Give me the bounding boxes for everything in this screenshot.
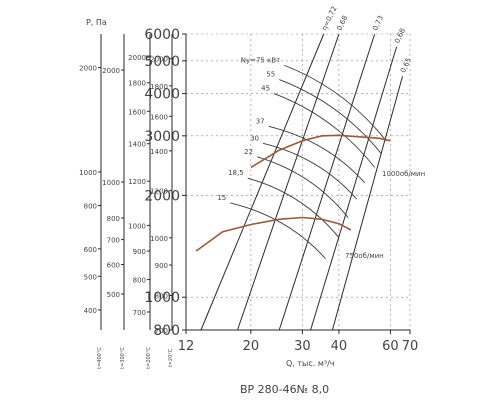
x-tick-label: 30 <box>294 339 311 354</box>
power-line <box>262 142 358 200</box>
x-tick-label: 40 <box>331 339 348 354</box>
temperature-scale-label: 500 <box>84 273 97 281</box>
speed-curve-label: 1000об/мин <box>382 170 425 178</box>
x-tick-label: 60 <box>382 339 399 354</box>
temperature-scale-label: 700 <box>155 327 168 335</box>
temperature-scale-label: 1800 <box>150 83 168 91</box>
x-tick-label: 70 <box>402 339 419 354</box>
temperature-scale-label: 2000 <box>102 67 120 75</box>
temperature-scale-label: 900 <box>133 248 146 256</box>
temperature-scale-label: 900 <box>155 262 168 270</box>
temperature-scale-label: 1000 <box>102 179 120 187</box>
y-tick-label: 6000 <box>144 27 180 43</box>
y-tick-label: 1000 <box>144 290 180 306</box>
temperature-scale-label: 500 <box>107 291 120 299</box>
power-label: 45 <box>261 85 270 93</box>
efficiency-label: 0,68 <box>335 14 349 32</box>
temperature-scale-name: t=400°C <box>97 347 103 369</box>
temperature-scale-label: 800 <box>133 277 146 285</box>
efficiency-line <box>331 76 404 331</box>
power-line <box>279 79 383 155</box>
temperature-scale-label: 1200 <box>150 188 168 196</box>
y-tick-label: 4000 <box>144 87 180 103</box>
temperature-scale-label: 800 <box>84 203 97 211</box>
temperature-scale-label: 1200 <box>128 178 146 186</box>
temperature-scale-label: 400 <box>84 307 97 315</box>
power-label: 37 <box>256 117 265 125</box>
efficiency-line <box>278 33 376 331</box>
temperature-scale-label: 1400 <box>128 141 146 149</box>
temperature-scale-label: 1000 <box>128 222 146 230</box>
temperature-scale-label: 1000 <box>79 169 97 177</box>
temperature-scale-label: 700 <box>133 309 146 317</box>
temperature-scale-name: t=20°C <box>168 348 174 367</box>
power-label: 55 <box>266 71 275 79</box>
power-line <box>268 125 366 184</box>
temperature-scale-label: 1800 <box>128 80 146 88</box>
temperature-scale-name: t=300°C <box>120 347 126 369</box>
efficiency-line <box>200 33 325 331</box>
efficiency-line <box>310 46 398 331</box>
temperature-scale-label: 600 <box>107 262 120 270</box>
temperature-scale-label: 1400 <box>150 148 168 156</box>
temperature-scale-label: 2000 <box>128 54 146 62</box>
temperature-scale-label: 700 <box>107 237 120 245</box>
power-label: 30 <box>250 134 259 142</box>
y-axis-label: P, Па <box>86 18 107 27</box>
temperature-scale-name: t=200°C <box>146 347 152 369</box>
speed-curve-label: 750об/мин <box>345 252 384 260</box>
temperature-scale-label: 1000 <box>150 235 168 243</box>
power-label: 22 <box>244 148 253 156</box>
x-tick-label: 12 <box>178 339 195 354</box>
power-label: 15 <box>217 194 226 202</box>
power-label: Nу=75 кВт <box>241 56 280 64</box>
efficiency-label: 0,65 <box>399 57 413 75</box>
y-tick-label: 5000 <box>144 54 180 70</box>
temperature-scale-label: 800 <box>155 292 168 300</box>
speed-curve <box>250 134 391 169</box>
efficiency-label: 0,68 <box>393 27 407 45</box>
y-tick-label: 2000 <box>144 188 180 204</box>
power-line <box>247 177 340 238</box>
temperature-scale-label: 2000 <box>150 56 168 64</box>
efficiency-label: 0,73 <box>371 14 385 32</box>
temperature-scale-label: 800 <box>107 215 120 223</box>
power-line <box>230 202 326 259</box>
temperature-scale-label: 1600 <box>150 113 168 121</box>
power-line <box>273 93 376 168</box>
temperature-scale-label: 600 <box>84 246 97 254</box>
power-label: 18,5 <box>228 169 244 177</box>
temperature-scale-label: 1600 <box>128 108 146 116</box>
chart-title: ВР 280-46№ 8,0 <box>240 383 329 396</box>
x-tick-label: 20 <box>243 339 260 354</box>
x-axis-label: Q, тыс. м³/ч <box>286 359 335 368</box>
power-line <box>284 64 387 142</box>
y-tick-label: 3000 <box>144 129 180 145</box>
temperature-scale-label: 2000 <box>79 65 97 73</box>
power-line <box>256 156 349 218</box>
speed-curve <box>195 216 352 252</box>
y-tick-label: 800 <box>153 323 180 339</box>
